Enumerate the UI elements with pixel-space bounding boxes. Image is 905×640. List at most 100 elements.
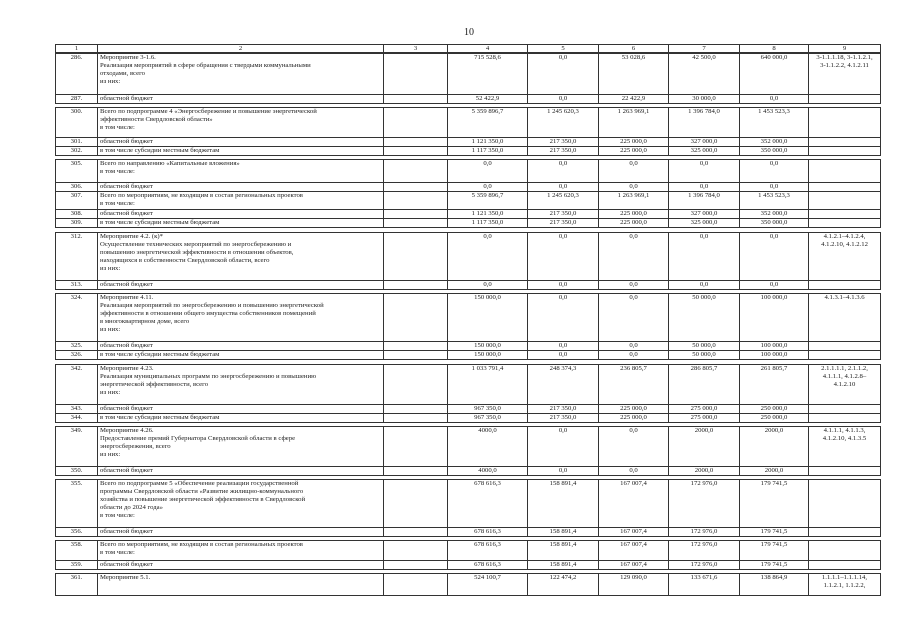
table-row: 287. областной бюджет 52 422,9 0,0 22 422,9 3… — [55, 94, 881, 104]
amount-col-5: 0,0 — [527, 341, 599, 351]
amount-col-5: 217 350,0 — [527, 209, 599, 219]
target-indicator-numbers — [808, 466, 881, 476]
amount-col-7: 30 000,0 — [668, 94, 740, 104]
column-header-1: 1 — [55, 44, 98, 53]
table-row: 355. Всего по подпрограмме 5 «Обеспечение… — [55, 479, 881, 528]
amount-col-6: 225 000,0 — [598, 404, 669, 414]
amount-col-6: 225 000,0 — [598, 146, 669, 156]
row-number: 287. — [55, 94, 98, 104]
amount-col-6: 0,0 — [598, 350, 669, 360]
column-3-value — [383, 209, 448, 219]
amount-col-4: 4000,0 — [447, 466, 528, 476]
table-row: 305. Всего по направлению «Капитальные вл… — [55, 159, 881, 183]
column-3-value — [383, 341, 448, 351]
amount-col-5: 0,0 — [527, 280, 599, 290]
row-description: Всего по подпрограмме 4 «Энергосбережени… — [97, 107, 384, 138]
row-description: областной бюджет — [97, 560, 384, 570]
amount-col-7: 0,0 — [668, 280, 740, 290]
amount-col-6: 167 007,4 — [598, 560, 669, 570]
amount-col-6: 0,0 — [598, 466, 669, 476]
row-description: областной бюджет — [97, 209, 384, 219]
amount-col-7: 0,0 — [668, 182, 740, 192]
amount-col-4: 1 121 350,0 — [447, 209, 528, 219]
column-3-value — [383, 137, 448, 147]
column-3-value — [383, 466, 448, 476]
amount-col-7: 172 976,0 — [668, 540, 740, 561]
table-row: 344. в том числе субсидии местным бюджета… — [55, 413, 881, 423]
table-row: 308. областной бюджет 1 121 350,0 217 350,0… — [55, 209, 881, 219]
amount-col-7: 172 976,0 — [668, 560, 740, 570]
target-indicator-numbers: 2.1.1.1.1, 2.1.1.2, 4.1.1.1, 4.1.2.8– 4.… — [808, 364, 881, 405]
row-group: 361. Мероприятие 5.1. 524 100,7 122 474,2 12… — [55, 573, 881, 596]
amount-col-5: 0,0 — [527, 466, 599, 476]
amount-col-4: 967 350,0 — [447, 413, 528, 423]
column-3-value — [383, 182, 448, 192]
amount-col-6: 0,0 — [598, 159, 669, 183]
column-3-value — [383, 280, 448, 290]
amount-col-4: 0,0 — [447, 182, 528, 192]
target-indicator-numbers — [808, 94, 881, 104]
row-description: Мероприятие 4.2. (к)* Осуществление техн… — [97, 232, 384, 281]
column-header-2: 2 — [97, 44, 384, 53]
row-number: 305. — [55, 159, 98, 183]
table-row: 307. Всего по мероприятиям, не входящим в… — [55, 191, 881, 210]
column-3-value — [383, 404, 448, 414]
amount-col-6: 225 000,0 — [598, 413, 669, 423]
amount-col-7: 172 976,0 — [668, 527, 740, 537]
row-description: Мероприятие 4.23. Реализация муниципальн… — [97, 364, 384, 405]
row-number: 325. — [55, 341, 98, 351]
row-description: Мероприятие 4.26. Предоставление премий … — [97, 426, 384, 467]
amount-col-8: 179 741,5 — [739, 540, 809, 561]
column-3-value — [383, 540, 448, 561]
row-description: Всего по мероприятиям, не входящим в сос… — [97, 191, 384, 210]
table-row: 358. Всего по мероприятиям, не входящим в… — [55, 540, 881, 561]
amount-col-6: 167 007,4 — [598, 527, 669, 537]
amount-col-5: 158 891,4 — [527, 479, 599, 528]
amount-col-7: 2000,0 — [668, 426, 740, 467]
row-number: 349. — [55, 426, 98, 467]
table-row: 286. Мероприятие 3-1.6. Реализация меропр… — [55, 53, 881, 95]
target-indicator-numbers: 3-1.1.1.18, 3-1.1.2.1, 3-1.1.2.2, 4.1.2.… — [808, 53, 881, 95]
amount-col-6: 0,0 — [598, 232, 669, 281]
amount-col-7: 133 671,6 — [668, 573, 740, 596]
amount-col-5: 158 891,4 — [527, 560, 599, 570]
amount-col-4: 1 033 791,4 — [447, 364, 528, 405]
amount-col-7: 325 000,0 — [668, 146, 740, 156]
column-header-3: 3 — [383, 44, 448, 53]
amount-col-5: 1 245 620,3 — [527, 191, 599, 210]
amount-col-7: 172 976,0 — [668, 479, 740, 528]
amount-col-4: 5 359 896,7 — [447, 191, 528, 210]
row-number: 309. — [55, 218, 98, 228]
column-header-8: 8 — [739, 44, 809, 53]
amount-col-7: 0,0 — [668, 232, 740, 281]
row-description: в том числе субсидии местным бюджетам — [97, 350, 384, 360]
row-number: 306. — [55, 182, 98, 192]
amount-col-4: 1 117 350,0 — [447, 146, 528, 156]
row-description: областной бюджет — [97, 341, 384, 351]
row-number: 307. — [55, 191, 98, 210]
amount-col-8: 179 741,5 — [739, 560, 809, 570]
amount-col-4: 0,0 — [447, 280, 528, 290]
amount-col-5: 0,0 — [527, 182, 599, 192]
row-description: областной бюджет — [97, 137, 384, 147]
amount-col-8: 0,0 — [739, 159, 809, 183]
amount-col-5: 122 474,2 — [527, 573, 599, 596]
amount-col-6: 0,0 — [598, 426, 669, 467]
amount-col-7: 286 805,7 — [668, 364, 740, 405]
amount-col-7: 275 000,0 — [668, 413, 740, 423]
amount-col-6: 22 422,9 — [598, 94, 669, 104]
table-row: 349. Мероприятие 4.26. Предоставление пре… — [55, 426, 881, 467]
amount-col-6: 1 263 969,1 — [598, 191, 669, 210]
amount-col-7: 1 396 784,0 — [668, 191, 740, 210]
row-group: 324. Мероприятие 4.11. Реализация меропри… — [55, 293, 881, 360]
target-indicator-numbers — [808, 209, 881, 219]
row-group: 342. Мероприятие 4.23. Реализация муницип… — [55, 364, 881, 423]
amount-col-8: 100 000,0 — [739, 293, 809, 342]
amount-col-8: 2000,0 — [739, 426, 809, 467]
amount-col-6: 129 090,0 — [598, 573, 669, 596]
target-indicator-numbers — [808, 107, 881, 138]
amount-col-6: 53 028,6 — [598, 53, 669, 95]
amount-col-7: 50 000,0 — [668, 350, 740, 360]
column-3-value — [383, 53, 448, 95]
target-indicator-numbers — [808, 137, 881, 147]
